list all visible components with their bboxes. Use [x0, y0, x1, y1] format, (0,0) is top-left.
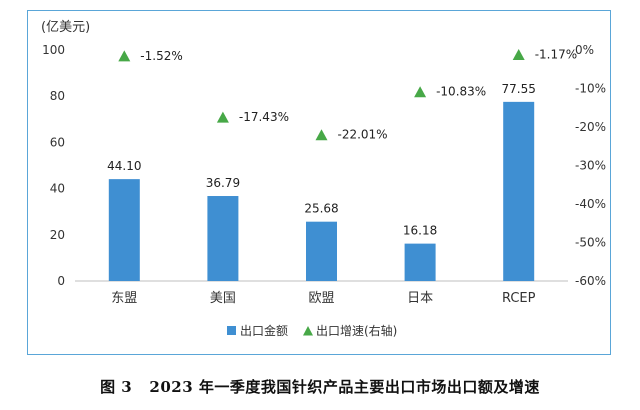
bar-value-label: 36.79 [206, 176, 240, 190]
axes: 0 20 40 60 80 100 0% -10% -20% -30% -40% -50% -60% 东盟… [42, 43, 606, 306]
y2-tick-label: -30% [575, 159, 606, 173]
bars [108, 101, 535, 281]
growth-marker-triangle [216, 111, 229, 123]
growth-markers [118, 49, 525, 141]
y-tick-label: 40 [50, 182, 65, 196]
bar [306, 221, 337, 281]
bar-value-label: 16.18 [403, 224, 437, 238]
y2-tick-label: -10% [575, 82, 606, 96]
y-tick-label: 0 [57, 274, 65, 288]
y2-tick-label: -40% [575, 197, 606, 211]
bar [108, 179, 140, 281]
legend-label-growth: 出口增速(右轴) [316, 323, 397, 338]
figure-caption: 图 3 2023 年一季度我国针织产品主要出口市场出口额及增速 [0, 376, 640, 397]
bar [404, 243, 436, 281]
figure-title: 2023 年一季度我国针织产品主要出口市场出口额及增速 [149, 378, 540, 396]
bar-value-label: 77.55 [502, 82, 536, 96]
figure-number: 图 3 [100, 378, 133, 396]
y-tick-label: 100 [42, 43, 65, 57]
x-tick-label: 日本 [407, 291, 433, 306]
x-tick-label: 欧盟 [308, 291, 334, 306]
y-tick-label: 80 [50, 89, 65, 103]
legend: 出口金额 出口增速(右轴) [227, 323, 397, 338]
y-tick-label: 60 [50, 135, 65, 149]
growth-value-label: -17.43% [239, 110, 289, 124]
growth-marker-triangle [512, 49, 525, 61]
growth-marker-triangle [118, 50, 131, 62]
legend-swatch-export-value [227, 326, 236, 335]
y-axis-unit-label: (亿美元) [41, 20, 90, 35]
y2-tick-label: 0% [575, 43, 594, 57]
data-labels: 44.10 -1.52% 36.79 -17.43% 25.68 -22.01% 16.18… [107, 48, 577, 238]
bar-value-label: 44.10 [107, 159, 141, 173]
growth-marker-triangle [315, 129, 328, 141]
x-tick-label: RCEP [502, 291, 536, 306]
y2-tick-label: -60% [575, 274, 606, 288]
y2-tick-label: -50% [575, 236, 606, 250]
y2-tick-label: -20% [575, 120, 606, 134]
bar [503, 101, 535, 281]
bar-value-label: 25.68 [304, 202, 338, 216]
growth-value-label: -10.83% [436, 85, 486, 99]
bar [207, 196, 239, 281]
legend-triangle-icon [303, 326, 313, 336]
x-tick-label: 东盟 [111, 291, 137, 306]
y-tick-label: 20 [50, 228, 65, 242]
growth-value-label: -1.52% [140, 49, 182, 63]
x-tick-label: 美国 [210, 291, 236, 306]
growth-value-label: -1.17% [535, 48, 577, 62]
legend-label-export-value: 出口金额 [240, 323, 288, 338]
growth-value-label: -22.01% [338, 128, 388, 142]
growth-marker-triangle [414, 86, 427, 98]
